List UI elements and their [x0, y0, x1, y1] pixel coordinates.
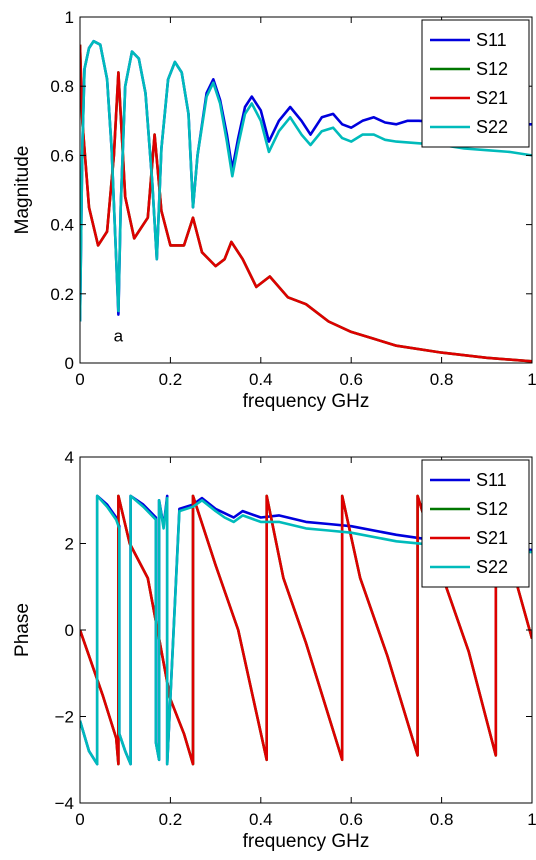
y-tick-label: 4	[65, 448, 74, 467]
x-tick-label: 0	[75, 810, 84, 829]
phase-plot: 0 0.2 0.4 0.6 0.8 1 −4 −2 0 2 4 frequency GHz Phase S…	[12, 448, 536, 852]
legend-label-s11: S11	[476, 470, 507, 490]
annotation-label: a	[114, 326, 124, 345]
series-line-s22	[80, 494, 532, 766]
series-line-s21	[80, 494, 532, 766]
x-tick-label: 1	[527, 810, 536, 829]
series-line-s22	[80, 39, 532, 322]
magnitude-plot: 0 0.2 0.4 0.6 0.8 1 0 0.2 0.4 0.6 0.8 1 frequency GH…	[12, 8, 536, 412]
x-tick-label: 0.8	[430, 370, 454, 389]
legend-label-s11: S11	[476, 30, 507, 50]
legend-label-s22: S22	[476, 117, 508, 137]
y-tick-label: 0.4	[50, 216, 74, 235]
legend-label-s21: S21	[476, 88, 508, 108]
y-axis-label: Phase	[12, 603, 33, 657]
y-tick-label: 0.8	[50, 77, 74, 96]
legend-label-s21: S21	[476, 528, 508, 548]
y-tick-label: 0.2	[50, 285, 74, 304]
legend-label-s12: S12	[476, 59, 508, 79]
y-tick-label: −4	[55, 794, 74, 813]
x-tick-label: 0.6	[339, 810, 363, 829]
series-group	[80, 494, 532, 766]
legend-label-s12: S12	[476, 499, 508, 519]
x-tick-label: 1	[527, 370, 536, 389]
y-tick-label: 2	[65, 535, 74, 554]
y-tick-label: 0	[65, 621, 74, 640]
legend: S11 S12 S21 S22	[421, 459, 530, 588]
x-axis-label: frequency GHz	[243, 831, 370, 852]
axes-box	[79, 16, 533, 364]
x-tick-label: 0.2	[159, 810, 183, 829]
x-tick-label: 0.4	[249, 370, 273, 389]
x-tick-label: 0	[75, 370, 84, 389]
x-tick-label: 0.6	[339, 370, 363, 389]
y-tick-label: −2	[55, 708, 74, 727]
x-tick-label: 0.8	[430, 810, 454, 829]
x-tick-label: 0.2	[159, 370, 183, 389]
legend: S11 S12 S21 S22	[421, 19, 530, 148]
y-tick-label: 0.6	[50, 146, 74, 165]
x-axis-label: frequency GHz	[243, 391, 370, 412]
y-tick-label: 0	[65, 354, 74, 373]
legend-label-s22: S22	[476, 557, 508, 577]
series-group	[80, 39, 532, 363]
series-line-s21	[80, 44, 532, 363]
y-axis-label: Magnitude	[12, 146, 33, 235]
x-tick-label: 0.4	[249, 810, 273, 829]
y-tick-label: 1	[65, 8, 74, 27]
